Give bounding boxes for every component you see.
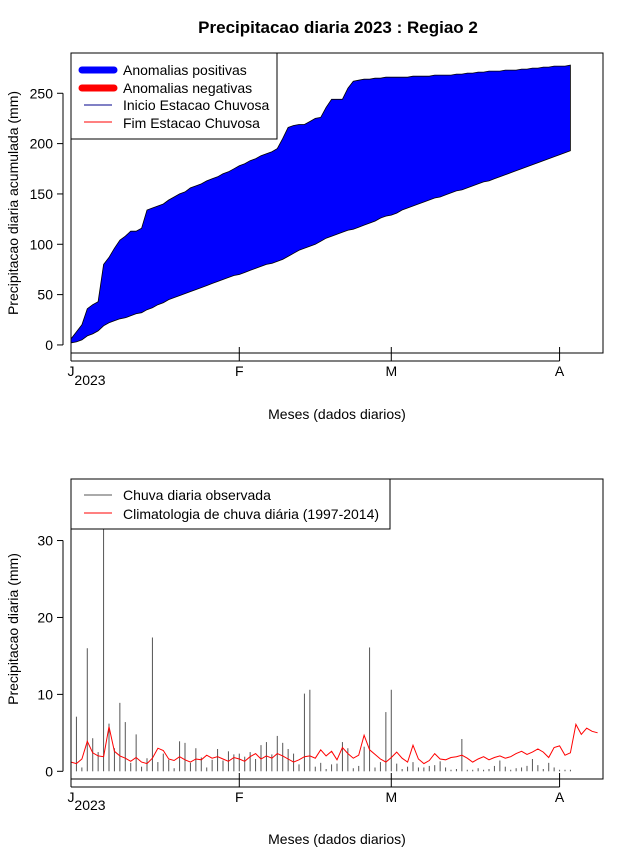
- x-tick-label-M: M: [385, 789, 397, 805]
- y-tick-label: 0: [45, 337, 53, 353]
- x-tick-label-J: J: [68, 363, 75, 379]
- legend-label-season-start: Inicio Estacao Chuvosa: [123, 97, 270, 113]
- x-axis-title: Meses (dados diarios): [268, 831, 406, 847]
- y-tick-label: 50: [37, 287, 53, 303]
- y-axis: 0 50 100 150 200 250: [30, 85, 64, 353]
- y-tick-label: 20: [37, 609, 53, 625]
- y-axis-title: Precipitacao diaria acumulada (mm): [5, 91, 21, 315]
- legend-label-positive: Anomalias positivas: [123, 62, 247, 78]
- x-tick-label-F: F: [235, 363, 244, 379]
- chart-title: Precipitacao diaria 2023 : Regiao 2: [198, 18, 478, 37]
- y-tick-label: 200: [30, 136, 54, 152]
- y-axis-title: Precipitacao diaria (mm): [5, 553, 21, 705]
- legend-label-season-end: Fim Estacao Chuvosa: [123, 115, 260, 131]
- climatology-line-layer: [70, 722, 598, 765]
- x-tick-label-J: J: [68, 789, 75, 805]
- cumulative-precipitation-chart: 0 50 100 150 200 250 J F M A 2023 Meses (dados d…: [5, 52, 604, 422]
- x-tick-label-F: F: [235, 789, 244, 805]
- x-axis-year-label: 2023: [74, 797, 105, 813]
- x-tick-label-M: M: [385, 363, 397, 379]
- legend-box: [70, 478, 391, 530]
- y-tick-label: 10: [37, 686, 53, 702]
- positive-anomaly-area: [70, 64, 571, 344]
- x-tick-label-A: A: [555, 789, 565, 805]
- legend: Chuva diaria observada Climatologia de c…: [70, 478, 391, 530]
- y-tick-label: 100: [30, 236, 54, 252]
- y-tick-label: 30: [37, 533, 53, 549]
- anomaly-area-layer: [70, 64, 571, 344]
- y-tick-label: 150: [30, 186, 54, 202]
- climatology-line: [70, 722, 598, 765]
- y-tick-label: 250: [30, 85, 54, 101]
- plot-frame: [70, 52, 604, 354]
- y-tick-label: 0: [45, 763, 53, 779]
- x-tick-label-A: A: [555, 363, 565, 379]
- legend-label-climatology: Climatologia de chuva diária (1997-2014): [123, 506, 379, 522]
- x-axis-title: Meses (dados diarios): [268, 406, 406, 422]
- x-axis-year-label: 2023: [74, 372, 105, 388]
- legend-label-negative: Anomalias negativas: [123, 80, 252, 96]
- legend-label-observed: Chuva diaria observada: [123, 487, 271, 503]
- y-axis: 0 10 20 30: [37, 533, 64, 779]
- legend: Anomalias positivas Anomalias negativas …: [70, 52, 278, 140]
